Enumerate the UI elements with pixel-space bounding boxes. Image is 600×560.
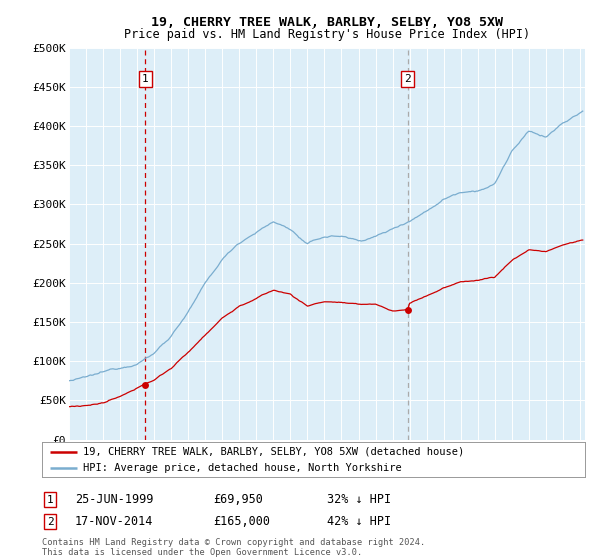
Text: Contains HM Land Registry data © Crown copyright and database right 2024.
This d: Contains HM Land Registry data © Crown c…	[42, 538, 425, 557]
Text: 1: 1	[47, 494, 53, 505]
Text: 25-JUN-1999: 25-JUN-1999	[75, 493, 154, 506]
Text: 42% ↓ HPI: 42% ↓ HPI	[327, 515, 391, 529]
Text: £165,000: £165,000	[213, 515, 270, 529]
Text: 32% ↓ HPI: 32% ↓ HPI	[327, 493, 391, 506]
Text: 1: 1	[142, 74, 149, 84]
Text: 19, CHERRY TREE WALK, BARLBY, SELBY, YO8 5XW: 19, CHERRY TREE WALK, BARLBY, SELBY, YO8…	[151, 16, 503, 29]
Text: HPI: Average price, detached house, North Yorkshire: HPI: Average price, detached house, Nort…	[83, 463, 401, 473]
Text: 17-NOV-2014: 17-NOV-2014	[75, 515, 154, 529]
Text: 2: 2	[47, 517, 53, 527]
Text: Price paid vs. HM Land Registry's House Price Index (HPI): Price paid vs. HM Land Registry's House …	[124, 28, 530, 41]
Text: £69,950: £69,950	[213, 493, 263, 506]
Text: 19, CHERRY TREE WALK, BARLBY, SELBY, YO8 5XW (detached house): 19, CHERRY TREE WALK, BARLBY, SELBY, YO8…	[83, 447, 464, 457]
Text: 2: 2	[404, 74, 411, 84]
